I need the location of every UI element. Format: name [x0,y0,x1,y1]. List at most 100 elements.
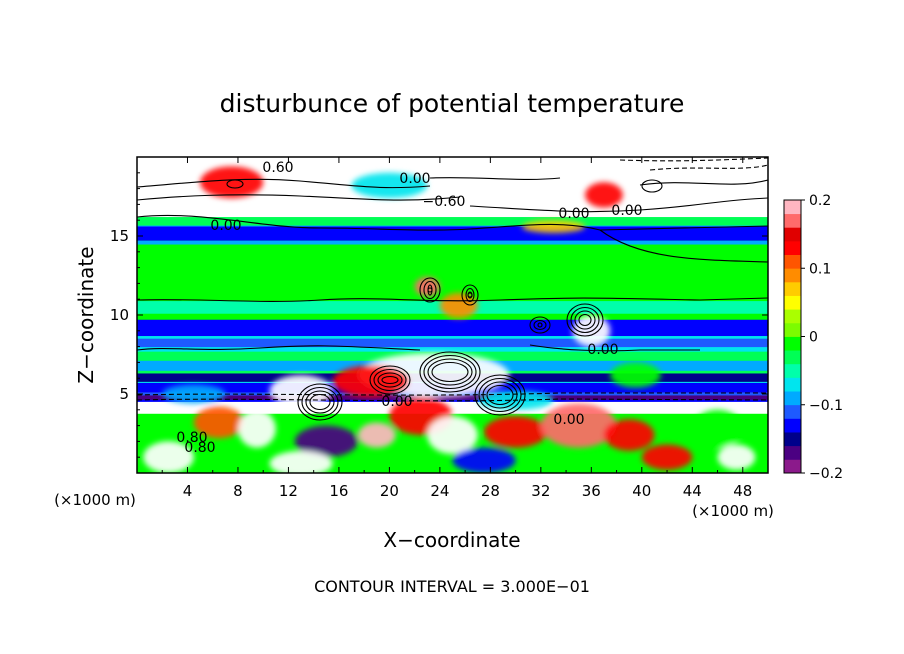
x-axis-label: X−coordinate [383,528,520,552]
contour-ring [570,306,600,334]
contour-ring [482,381,518,409]
colorbar-segment [784,268,801,283]
colorbar-segment [784,350,801,365]
contour-line-negative [137,392,768,396]
colorbar-segment [784,295,801,310]
colorbar-segment [784,404,801,419]
contour-ring [641,179,663,193]
colorbar-tick-label: 0.1 [809,261,831,277]
field-blob [692,409,743,448]
contour-line [469,197,768,213]
y-tick-label: 5 [119,385,129,403]
contour-ring [431,361,469,383]
x-tick-label: 16 [329,482,348,500]
x-tick-label: 24 [430,482,449,500]
x-tick-label: 40 [632,482,651,500]
field-blob [610,362,661,388]
field-blob [357,422,396,448]
field-blob [269,450,333,473]
colorbar-segment [784,459,801,474]
x-tick-label: 48 [733,482,752,500]
colorbar-tick-label: 0 [809,330,818,346]
colorbar-segment [784,254,801,269]
colorbar-segment [784,227,801,242]
contour-ring [574,310,596,330]
contour-ring [566,303,604,337]
colorbar-segment [784,200,801,215]
field-band [137,395,768,405]
contour-ring [226,179,244,189]
contour-label: 0.00 [399,171,430,187]
field-blob [585,182,623,208]
contour-interval-note: CONTOUR INTERVAL = 3.000E−01 [314,577,590,596]
field-band [137,313,768,324]
contour-line [137,194,461,201]
x-tick-label: 44 [683,482,702,500]
field-blob [269,375,333,407]
y-axis-label: Z−coordinate [74,246,98,383]
contour-ring [578,313,592,327]
field-blobs [143,166,756,473]
contour-line [137,214,768,231]
colorbar-segment [784,363,801,378]
y-tick-label: 15 [110,227,129,245]
colorbar-tick-label: 0.2 [809,193,831,209]
contour-ring [474,374,526,416]
contour-ring [309,393,331,411]
y-axis: 5 10 15 [110,172,768,458]
field-band [137,240,768,245]
field-blob [414,277,440,297]
contour-ring [423,280,437,300]
contour-ring [427,287,433,293]
x-tick-label: 28 [481,482,500,500]
contour-ring [423,354,477,390]
contour-label: 0.80 [184,440,215,456]
contour-ring [537,322,543,328]
contour-line [639,179,768,186]
contour-ring [377,372,403,388]
field-blob [452,447,516,473]
contour-line [529,344,700,352]
field-blob [294,425,358,458]
colorbar-segment [784,309,801,324]
x-tick-label: 32 [531,482,550,500]
contour-label: 0.00 [553,412,584,428]
contour-label: 0.00 [381,394,412,410]
x-tick-label: 12 [279,482,298,500]
field-blob [521,220,586,233]
contour-ring [381,375,399,385]
colorbar-segment [784,418,801,433]
contour-line [599,229,768,263]
field-blob [717,444,756,470]
colorbar-segment [784,281,801,296]
contour-label: 0.80 [176,430,207,446]
colorbar-segment [784,240,801,255]
field-blob [351,172,428,199]
field-blob [484,416,548,448]
contour-labels: 0.60 0.00 −0.60 0.00 0.00 0.80 0.00 0.00 0.00 0.0… [176,160,642,456]
field-blob [237,409,276,448]
field-band [137,338,768,348]
contour-ring [305,390,335,414]
field-blob [200,166,264,199]
contour-ring [297,383,343,421]
colorbar-segment [784,377,801,392]
chart-title: disturbunce of potential temperature [220,89,685,118]
contour-ring [478,377,522,413]
contour-ring [529,316,551,334]
contour-ring [373,368,407,392]
field-blob [603,419,655,451]
contour-label: −0.60 [423,194,466,210]
contour-line-negative [649,164,768,171]
colorbar-segment [784,391,801,406]
x-tick-label: 36 [582,482,601,500]
colorbar-segment [784,445,801,460]
contour-ring [486,384,514,406]
x-tick-label: 20 [380,482,399,500]
contour-label: 0.00 [210,218,241,234]
contour-label: 0.00 [558,206,589,222]
contour-ring [301,386,339,418]
field-blob [439,292,478,319]
contour-lines [137,157,768,421]
colorbar-segment [784,213,801,228]
